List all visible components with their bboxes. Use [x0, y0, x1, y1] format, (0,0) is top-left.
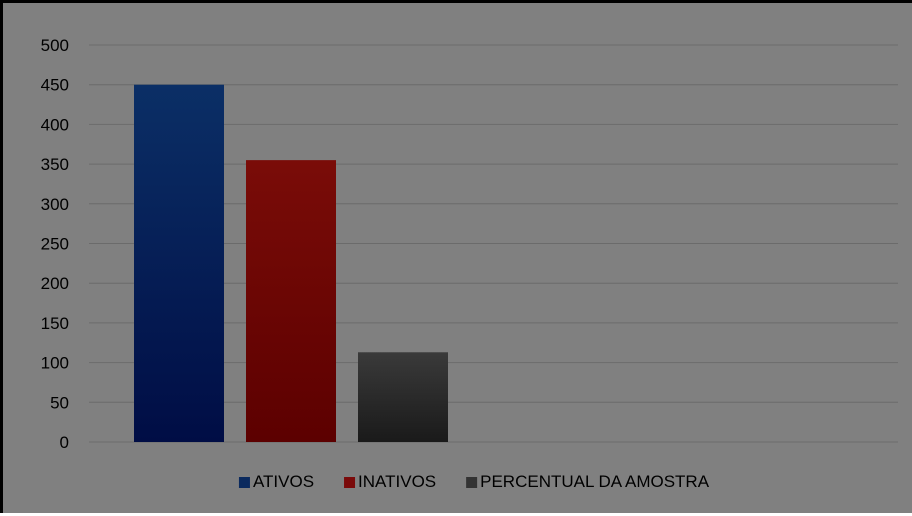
bar-inativos — [246, 160, 336, 442]
y-tick-label: 50 — [50, 393, 69, 412]
y-tick-label: 350 — [41, 155, 69, 174]
legend-item: ATIVOS — [238, 472, 314, 491]
y-tick-label: 500 — [41, 36, 69, 55]
legend-label: ATIVOS — [253, 472, 314, 491]
legend-label: INATIVOS — [358, 472, 436, 491]
y-tick-label: 150 — [41, 314, 69, 333]
y-axis-ticks: 0 50 100 150 200 250 300 350 400 450 500 — [41, 36, 69, 452]
bar-percentual-da-amostra — [358, 352, 448, 442]
legend-item: PERCENTUAL DA AMOSTRA — [466, 472, 710, 491]
y-tick-label: 250 — [41, 235, 69, 254]
legend-swatch — [238, 477, 250, 488]
legend-label: PERCENTUAL DA AMOSTRA — [480, 472, 710, 491]
y-tick-label: 0 — [60, 433, 69, 452]
bar-ativos — [134, 84, 224, 442]
bar-chart: 0 50 100 150 200 250 300 350 400 450 500 ATIVOS INA… — [41, 36, 898, 491]
legend-item: INATIVOS — [344, 472, 436, 491]
legend-swatch — [466, 477, 478, 488]
legend-swatch — [344, 477, 356, 488]
y-tick-label: 400 — [41, 115, 69, 134]
y-tick-label: 200 — [41, 274, 69, 293]
y-tick-label: 300 — [41, 195, 69, 214]
legend: ATIVOS INATIVOS PERCENTUAL DA AMOSTRA — [238, 472, 710, 491]
bars — [134, 84, 448, 442]
y-tick-label: 100 — [41, 354, 69, 373]
y-tick-label: 450 — [41, 76, 69, 95]
